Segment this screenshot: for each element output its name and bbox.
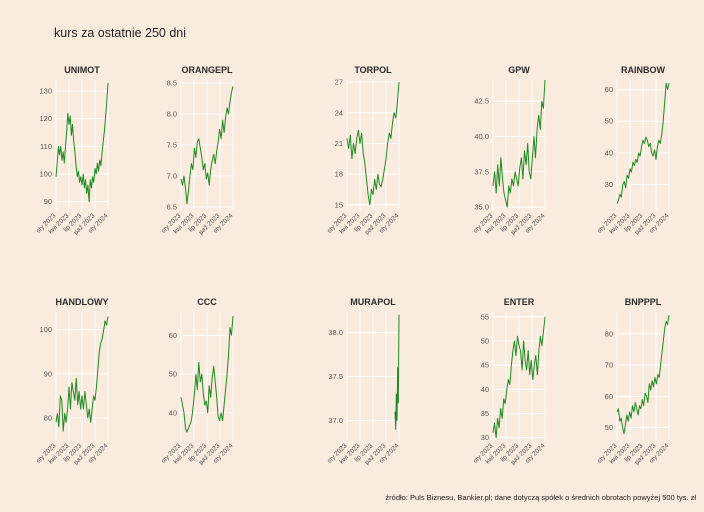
y-tick-label: 37.0 <box>328 416 343 425</box>
y-tick-label: 24 <box>335 108 343 117</box>
y-tick-label: 30 <box>605 180 613 189</box>
panel-title: MURAPOL <box>350 297 396 307</box>
y-tick-label: 42.5 <box>474 97 489 106</box>
price-line <box>616 82 670 204</box>
y-tick-label: 37.5 <box>328 372 343 381</box>
y-tick-label: 50 <box>169 370 177 379</box>
panel-title: ENTER <box>504 297 535 307</box>
y-tick-label: 100 <box>39 170 52 179</box>
y-tick-label: 35 <box>481 409 489 418</box>
y-tick-label: 50 <box>481 336 489 345</box>
panel-title: UNIMOT <box>64 65 100 75</box>
y-tick-label: 50 <box>605 423 613 432</box>
y-tick-label: 15 <box>335 200 343 209</box>
panel-title: HANDLOWY <box>56 297 109 307</box>
panel-title: CCC <box>197 297 217 307</box>
y-tick-label: 30 <box>481 433 489 442</box>
y-tick-label: 60 <box>169 331 177 340</box>
y-tick-label: 38.0 <box>328 328 343 337</box>
y-tick-label: 8.5 <box>167 79 177 88</box>
y-tick-label: 21 <box>335 139 343 148</box>
y-tick-label: 6.5 <box>167 202 177 211</box>
y-tick-label: 7.5 <box>167 141 177 150</box>
price-line <box>616 315 670 435</box>
panel-title: TORPOL <box>354 65 392 75</box>
panel-title: GPW <box>508 65 530 75</box>
y-tick-label: 70 <box>605 361 613 370</box>
chart-title: kurs za ostatnie 250 dni <box>54 26 187 40</box>
y-tick-label: 90 <box>44 369 52 378</box>
source-caption: źródło: Puls Biznesu, Bankier.pl; dane d… <box>385 493 696 502</box>
y-tick-label: 55 <box>481 312 489 321</box>
y-tick-label: 7.0 <box>167 171 177 180</box>
y-tick-label: 40 <box>481 385 489 394</box>
y-tick-label: 60 <box>605 392 613 401</box>
y-tick-label: 80 <box>44 413 52 422</box>
y-tick-label: 35.0 <box>474 203 489 212</box>
panel-title: BNPPPL <box>625 297 662 307</box>
y-tick-label: 110 <box>40 142 52 151</box>
y-tick-label: 60 <box>605 85 613 94</box>
price-line <box>180 315 234 433</box>
y-tick-label: 27 <box>335 78 343 87</box>
y-tick-label: 120 <box>39 114 52 123</box>
y-tick-label: 8.0 <box>167 110 177 119</box>
y-tick-label: 50 <box>605 117 613 126</box>
price-line <box>55 82 109 203</box>
y-tick-label: 130 <box>39 87 52 96</box>
y-tick-label: 40 <box>605 148 613 157</box>
y-tick-label: 100 <box>39 325 52 334</box>
panel-title: ORANGEPL <box>181 65 233 75</box>
price-line <box>180 86 234 205</box>
y-tick-label: 40 <box>169 408 177 417</box>
y-tick-label: 40.0 <box>474 132 489 141</box>
y-tick-label: 90 <box>44 197 52 206</box>
price-line <box>394 314 400 430</box>
panel-title: RAINBOW <box>621 65 665 75</box>
price-line <box>492 79 546 208</box>
y-tick-label: 37.5 <box>474 167 489 176</box>
price-line <box>346 81 400 206</box>
price-line <box>492 316 546 439</box>
price-line <box>55 316 109 432</box>
y-tick-label: 18 <box>335 170 343 179</box>
y-tick-label: 45 <box>481 361 489 370</box>
y-tick-label: 80 <box>605 329 613 338</box>
